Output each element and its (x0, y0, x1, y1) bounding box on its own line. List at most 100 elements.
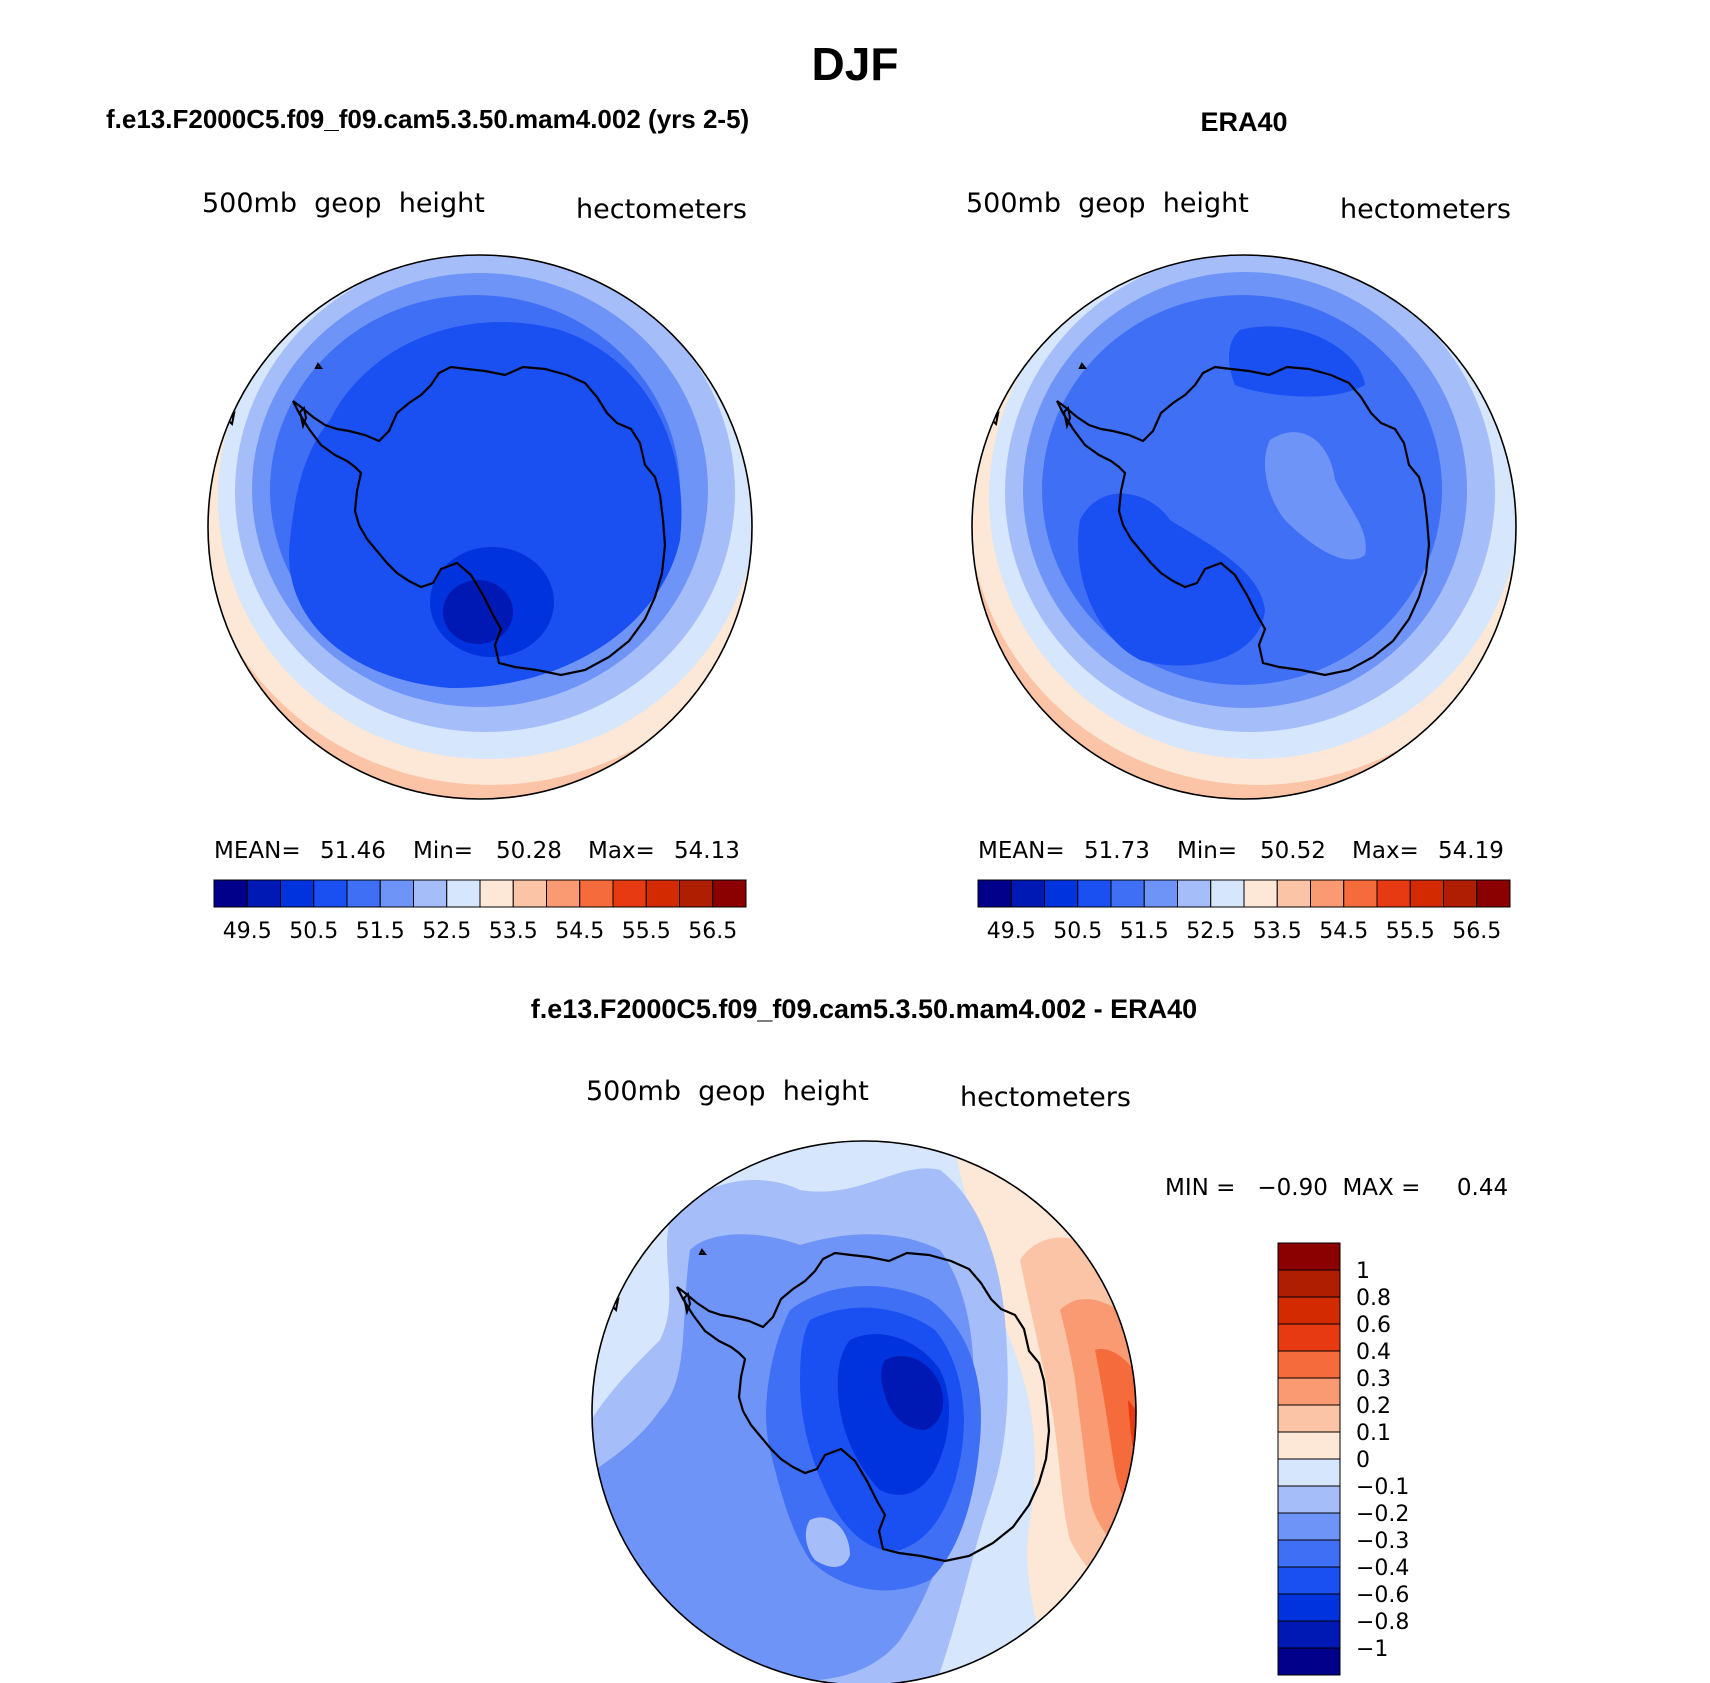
colorbar-tick-label: 0 (1356, 1448, 1370, 1473)
colorbar-swatch (1277, 1404, 1341, 1433)
map-contour-fill (805, 1517, 850, 1567)
map-contour-fill (592, 1141, 660, 1220)
map-contour-fill (1128, 1400, 1136, 1500)
colorbar-swatch (1276, 879, 1311, 908)
colorbar-swatch (1243, 879, 1278, 908)
colorbar-tick-label: 1 (1356, 1259, 1370, 1284)
colorbar-swatch (1277, 1512, 1341, 1541)
colorbar-swatch (1277, 1593, 1341, 1622)
panel-era40-variable: 500mb geop height (966, 188, 1249, 219)
map-contour-fill (1095, 1349, 1136, 1520)
map-boundary (971, 254, 1517, 800)
colorbar-swatch (1010, 879, 1045, 908)
colorbar-tick-label: 54.5 (1319, 919, 1368, 944)
colorbar-tick-label: 50.5 (289, 919, 338, 944)
colorbar-swatch (512, 879, 547, 908)
colorbar-swatch (1277, 1485, 1341, 1514)
colorbar-tick-label: 50.5 (1053, 919, 1102, 944)
stat-min-label: Min= (1177, 838, 1237, 864)
colorbar-tick-label: −0.1 (1356, 1475, 1409, 1500)
stat-mean-label: MEAN= (978, 838, 1065, 864)
stat-min-label: Min= (413, 838, 473, 864)
colorbar-swatch (579, 879, 614, 908)
colorbar-swatch (546, 879, 581, 908)
panel-model-variable: 500mb geop height (202, 188, 485, 219)
colorbar-swatch (1277, 1539, 1341, 1568)
colorbar-tick-label: 0.6 (1356, 1313, 1391, 1338)
colorbar-swatch (446, 879, 481, 908)
stat-max-label: Max= (1352, 838, 1419, 864)
panel-difference-stats: MIN = −0.90 MAX = 0.44 (1165, 1175, 1508, 1201)
panel-difference-units: hectometers (960, 1082, 1131, 1113)
colorbar-swatch (379, 879, 414, 908)
stat-max-value: 54.13 (674, 838, 740, 864)
panel-model-map (208, 255, 752, 799)
colorbar-tick-label: 56.5 (1452, 919, 1501, 944)
colorbar-swatch (1277, 1458, 1341, 1487)
colorbar-tick-label: −0.8 (1356, 1610, 1409, 1635)
map-contour-fill (1228, 326, 1365, 397)
panel-model: f.e13.F2000C5.f09_f09.cam5.3.50.mam4.002… (106, 104, 753, 944)
colorbar-tick-label: −0.2 (1356, 1502, 1409, 1527)
map-boundary (591, 1140, 1137, 1683)
panel-era40-colorbar: 49.5 50.5 51.5 52.5 53.5 54.5 55.5 56.5 (977, 879, 1511, 944)
colorbar-swatch (1277, 1296, 1341, 1325)
colorbar-swatch (1143, 879, 1178, 908)
stat-mean-value: 51.73 (1084, 838, 1150, 864)
panel-era40-stats: MEAN= 51.73 Min= 50.52 Max= 54.19 (978, 838, 1504, 864)
map-boundary (207, 254, 753, 800)
panel-difference: f.e13.F2000C5.f09_f09.cam5.3.50.mam4.002… (531, 994, 1508, 1683)
colorbar-swatch (246, 879, 281, 908)
colorbar-tick-label: 51.5 (1120, 919, 1169, 944)
panel-difference-colorbar: 10.80.60.40.30.20.10−0.1−0.2−0.3−0.4−0.6… (1277, 1242, 1409, 1676)
colorbar-swatch (1443, 879, 1478, 908)
panel-era40-map (972, 255, 1516, 799)
panel-model-stats: MEAN= 51.46 Min= 50.28 Max= 54.13 (214, 838, 740, 864)
colorbar-swatch (1277, 1620, 1341, 1649)
colorbar-tick-label: 51.5 (356, 919, 405, 944)
colorbar-swatch (1409, 879, 1444, 908)
colorbar-tick-label: 0.1 (1356, 1421, 1391, 1446)
panel-era40-header: ERA40 (1200, 107, 1287, 137)
colorbar-tick-label: 0.8 (1356, 1286, 1391, 1311)
panel-difference-header: f.e13.F2000C5.f09_f09.cam5.3.50.mam4.002… (531, 994, 1197, 1024)
stat-min-value: 50.52 (1260, 838, 1326, 864)
colorbar-swatch (313, 879, 348, 908)
figure-title: DJF (812, 38, 899, 90)
colorbar-swatch (479, 879, 514, 908)
colorbar-swatch (1476, 879, 1511, 908)
panel-model-units: hectometers (576, 194, 747, 225)
colorbar-tick-label: 52.5 (422, 919, 471, 944)
colorbar-swatch (679, 879, 714, 908)
colorbar-swatch (1376, 879, 1411, 908)
colorbar-swatch (1277, 1566, 1341, 1595)
colorbar-swatch (1310, 879, 1345, 908)
colorbar-swatch (1277, 1647, 1341, 1676)
colorbar-swatch (1044, 879, 1079, 908)
colorbar-swatch (1277, 1269, 1341, 1298)
stat-min-value: 50.28 (496, 838, 562, 864)
colorbar-swatch (1110, 879, 1145, 908)
colorbar-swatch (1210, 879, 1245, 908)
colorbar-tick-label: 53.5 (1253, 919, 1302, 944)
stat-mean-label: MEAN= (214, 838, 301, 864)
colorbar-swatch (213, 879, 248, 908)
colorbar-swatch (712, 879, 747, 908)
panel-era40: ERA40 500mb geop height hectometers MEAN… (966, 107, 1517, 944)
colorbar-swatch (1277, 1350, 1341, 1379)
colorbar-tick-label: 49.5 (223, 919, 272, 944)
colorbar-tick-label: 56.5 (688, 919, 737, 944)
colorbar-tick-label: 53.5 (489, 919, 538, 944)
colorbar-tick-label: −0.3 (1356, 1529, 1409, 1554)
colorbar-swatch (346, 879, 381, 908)
colorbar-tick-label: 52.5 (1186, 919, 1235, 944)
colorbar-swatch (645, 879, 680, 908)
colorbar-swatch (1177, 879, 1212, 908)
colorbar-tick-label: 55.5 (622, 919, 671, 944)
panel-difference-variable: 500mb geop height (586, 1076, 869, 1107)
colorbar-swatch (1343, 879, 1378, 908)
colorbar-tick-label: −1 (1356, 1637, 1388, 1662)
colorbar-tick-label: 49.5 (987, 919, 1036, 944)
colorbar-tick-label: 54.5 (555, 919, 604, 944)
